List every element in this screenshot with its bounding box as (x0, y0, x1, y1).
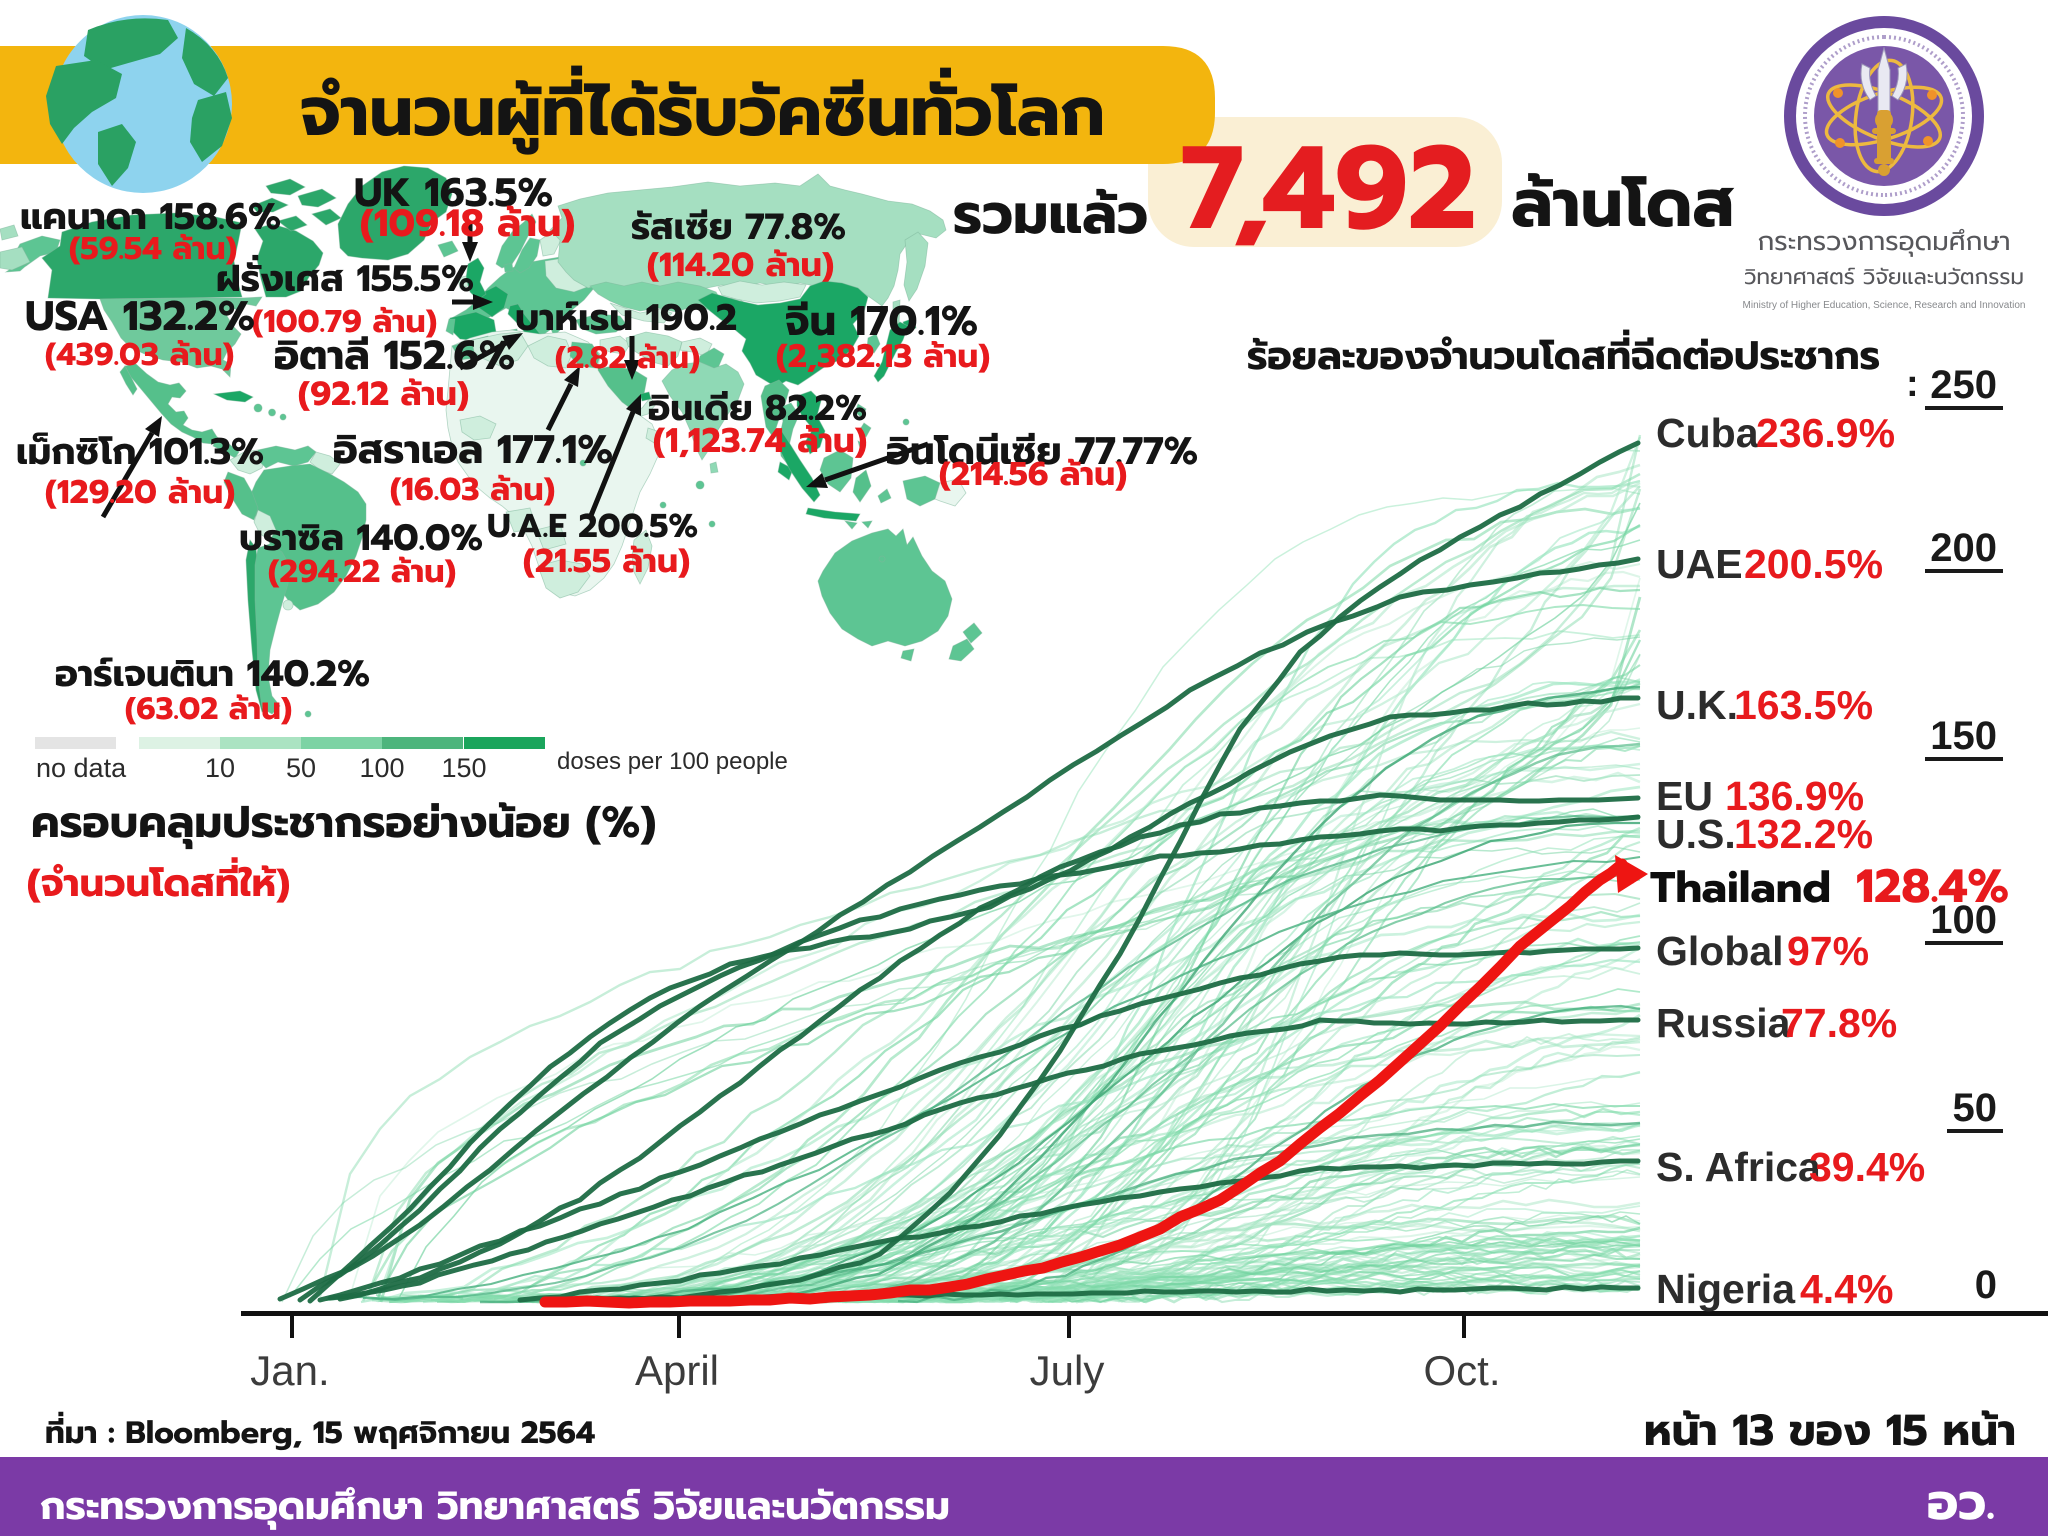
svg-text:Jan.: Jan. (250, 1347, 329, 1394)
svg-text:77.8%: 77.8% (1781, 1000, 1897, 1046)
svg-text:236.9%: 236.9% (1756, 410, 1895, 456)
svg-text:136.9%: 136.9% (1725, 773, 1864, 819)
svg-text:July: July (1030, 1347, 1105, 1394)
svg-text:U.S.: U.S. (1656, 811, 1736, 857)
svg-text:200.5%: 200.5% (1744, 541, 1883, 587)
svg-text:132.2%: 132.2% (1734, 811, 1873, 857)
svg-text:April: April (635, 1347, 719, 1394)
svg-text:100: 100 (359, 753, 404, 783)
svg-text:Ministry of Higher Education,: Ministry of Higher Education, Science, R… (1743, 300, 2026, 311)
svg-text:10: 10 (205, 753, 235, 783)
svg-text:250: 250 (1930, 363, 1997, 407)
svg-text:S. Africa: S. Africa (1656, 1144, 1822, 1190)
svg-text:50: 50 (286, 753, 316, 783)
svg-text:no data: no data (36, 753, 127, 783)
svg-text:97%: 97% (1787, 928, 1869, 974)
svg-text:150: 150 (441, 753, 486, 783)
svg-text:U.K.: U.K. (1656, 682, 1738, 728)
svg-text:200: 200 (1930, 526, 1997, 570)
svg-text:39.4%: 39.4% (1809, 1144, 1925, 1190)
svg-text:50: 50 (1953, 1086, 1998, 1130)
svg-text:doses per 100 people: doses per 100 people (557, 748, 788, 775)
svg-text::: : (1906, 363, 1919, 405)
svg-text:Oct.: Oct. (1423, 1347, 1500, 1394)
svg-text:Russia: Russia (1656, 1000, 1792, 1046)
svg-text:Nigeria: Nigeria (1656, 1266, 1796, 1312)
svg-text:0: 0 (1975, 1263, 1997, 1307)
svg-text:UAE: UAE (1656, 541, 1743, 587)
svg-text:100: 100 (1930, 898, 1997, 942)
svg-text:Global: Global (1656, 928, 1784, 974)
svg-text:163.5%: 163.5% (1734, 682, 1873, 728)
svg-text:EU: EU (1656, 773, 1713, 819)
svg-text:4.4%: 4.4% (1800, 1266, 1893, 1312)
svg-text:150: 150 (1930, 714, 1997, 758)
svg-text:Cuba: Cuba (1656, 410, 1760, 456)
